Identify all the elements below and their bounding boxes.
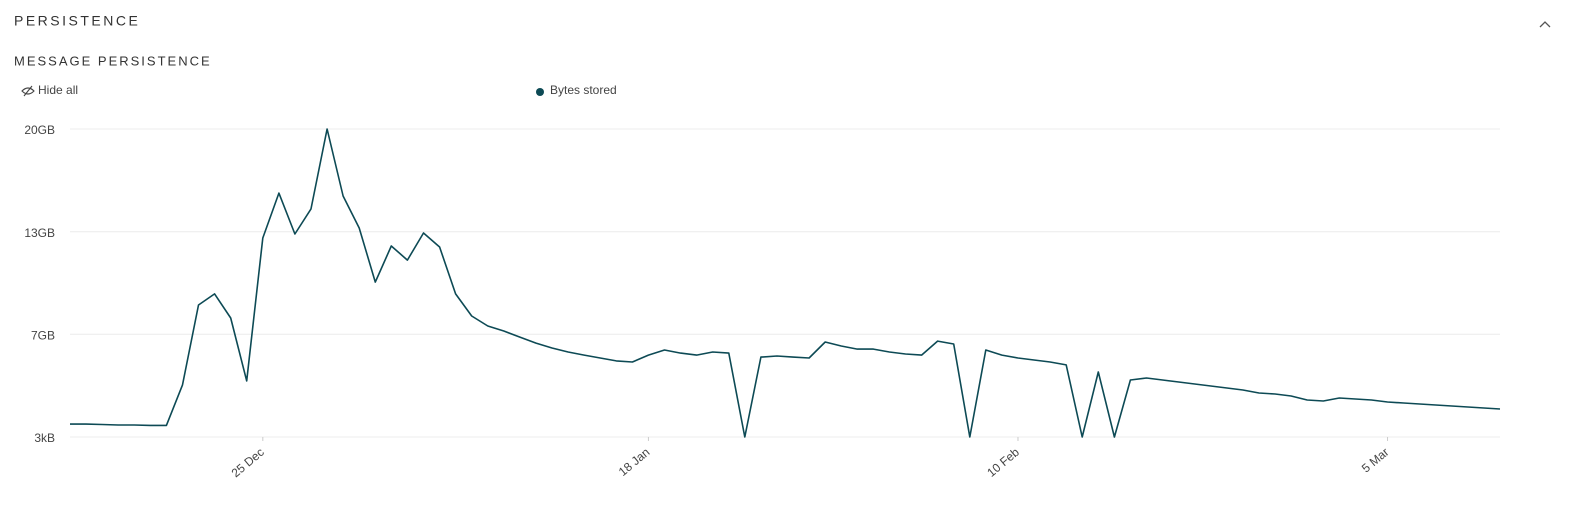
legend-swatch bbox=[536, 88, 544, 96]
x-tick-label: 5 Mar bbox=[1359, 445, 1392, 475]
legend-item[interactable]: Bytes stored bbox=[536, 83, 617, 97]
y-tick-label: 20GB bbox=[24, 123, 55, 137]
x-tick-label: 18 Jan bbox=[616, 445, 653, 479]
y-tick-label: 7GB bbox=[31, 328, 55, 342]
y-tick-label: 13GB bbox=[24, 226, 55, 240]
y-tick-label: 3kB bbox=[34, 431, 55, 445]
hide-all-button[interactable]: Hide all bbox=[21, 83, 78, 97]
collapse-chevron[interactable] bbox=[1539, 21, 1551, 28]
chart-title: MESSAGE PERSISTENCE bbox=[14, 53, 212, 68]
hide-all-label: Hide all bbox=[38, 83, 78, 97]
x-tick-label: 10 Feb bbox=[984, 445, 1022, 480]
eye-slash bbox=[23, 85, 33, 97]
series-line bbox=[70, 128, 1501, 438]
section-title: PERSISTENCE bbox=[14, 13, 140, 29]
x-tick-label: 25 Dec bbox=[229, 445, 267, 480]
legend-label: Bytes stored bbox=[550, 83, 617, 97]
